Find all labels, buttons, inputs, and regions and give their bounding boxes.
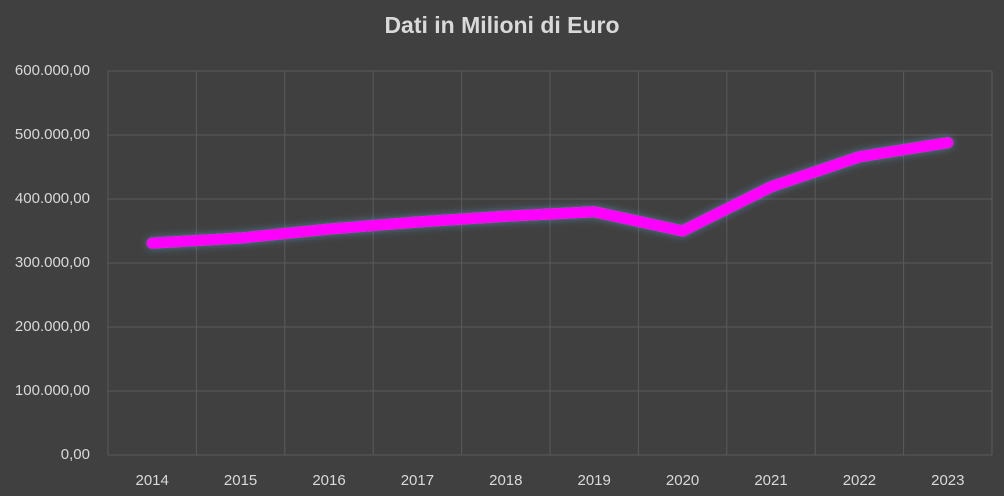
chart-title: Dati in Milioni di Euro [384,12,619,38]
x-tick-label: 2014 [136,472,169,489]
y-tick-label: 400.000,00 [15,190,90,207]
y-tick-label: 500.000,00 [15,126,90,143]
x-tick-label: 2020 [666,472,699,489]
x-tick-label: 2016 [312,472,345,489]
y-tick-label: 100.000,00 [15,382,90,399]
x-tick-label: 2015 [224,472,257,489]
y-tick-label: 200.000,00 [15,318,90,335]
y-tick-label: 0,00 [61,446,90,463]
y-tick-label: 600.000,00 [15,62,90,79]
x-tick-label: 2023 [931,472,964,489]
y-tick-label: 300.000,00 [15,254,90,271]
data-line [146,137,954,249]
x-tick-label: 2017 [401,472,434,489]
x-tick-label: 2021 [754,472,787,489]
x-tick-label: 2019 [578,472,611,489]
x-tick-label: 2018 [489,472,522,489]
x-tick-label: 2022 [843,472,876,489]
